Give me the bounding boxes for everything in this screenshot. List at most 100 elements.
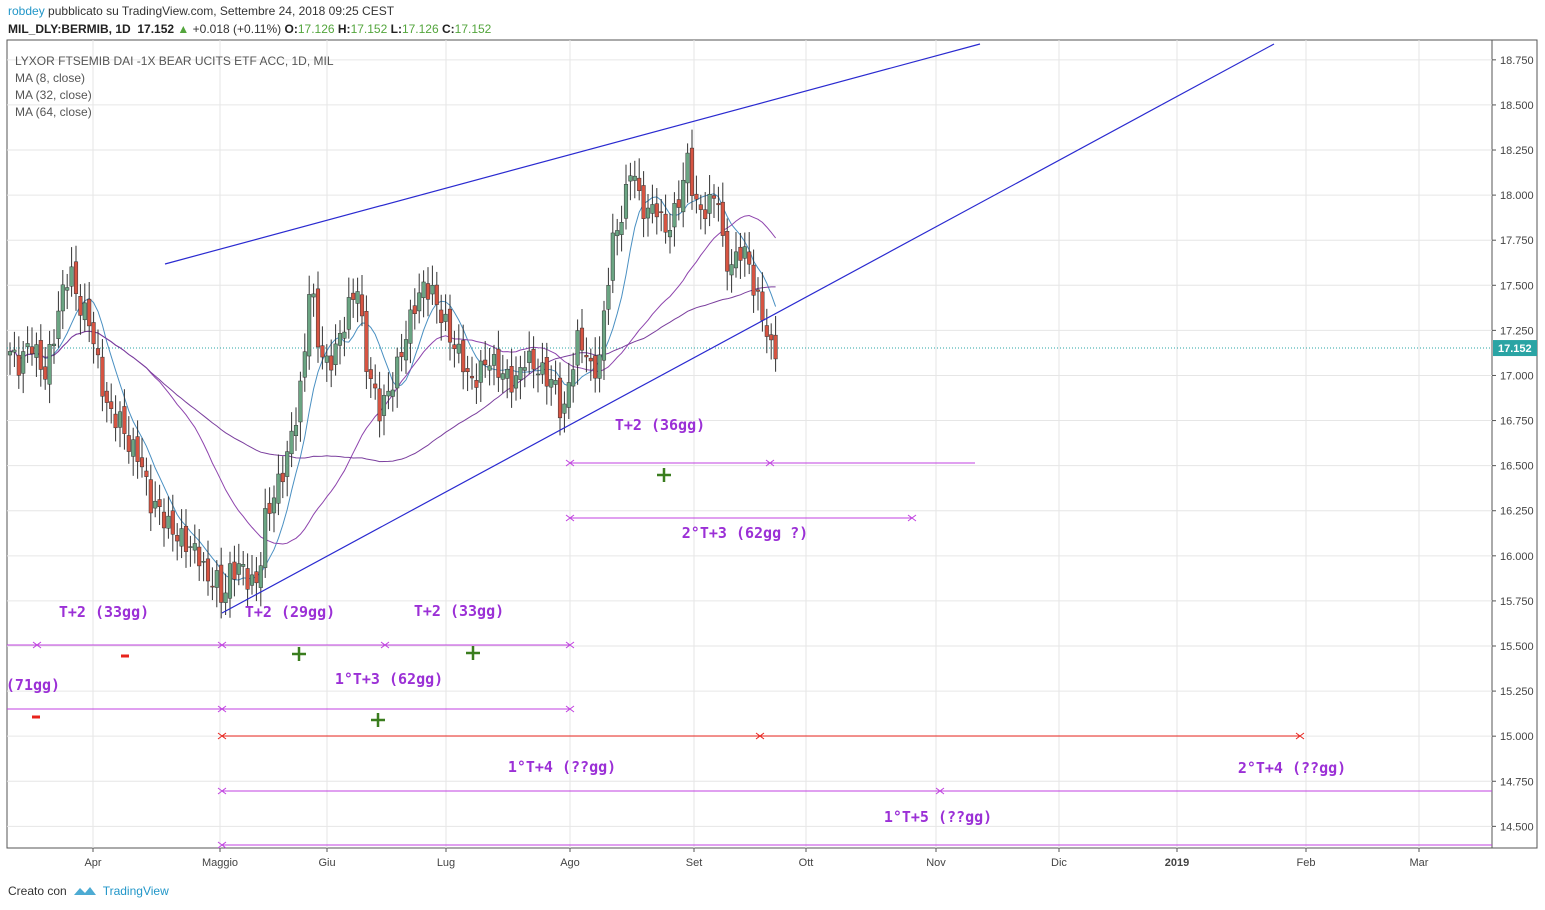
y-tick-label: 15.750	[1500, 596, 1534, 608]
candle-down	[425, 283, 431, 300]
candle-up	[403, 339, 409, 361]
candle-up	[513, 375, 519, 389]
candle-down	[579, 327, 585, 351]
cycle-tick	[907, 514, 917, 522]
candle-up	[346, 297, 351, 330]
candle-up	[302, 351, 307, 378]
candle-down	[725, 231, 730, 272]
candle-down	[483, 359, 488, 366]
candle-down	[175, 535, 180, 542]
candle-up	[34, 344, 39, 358]
y-tick-label: 18.000	[1500, 190, 1534, 202]
candle-down	[315, 288, 321, 348]
last-price-badge-label: 17.152	[1498, 343, 1532, 355]
candle-down	[377, 388, 382, 422]
candle-up	[733, 251, 739, 269]
chart-legend: LYXOR FTSEMIB DAI -1X BEAR UCITS ETF ACC…	[15, 53, 334, 121]
candle-up	[615, 230, 620, 237]
candle-up	[311, 293, 316, 298]
x-tick-label: Nov	[926, 857, 946, 869]
candle-down	[399, 352, 404, 358]
candle-down	[474, 380, 479, 388]
candle-down	[205, 558, 211, 582]
candle-up	[153, 500, 158, 509]
candle-down	[373, 383, 378, 389]
candle-up	[285, 451, 290, 477]
price-chart[interactable]: T+2 (36gg) 2°T+3 (62gg ?) T+2 (33gg) T+2 (2…	[0, 0, 1545, 880]
cycle-tick	[217, 705, 227, 713]
x-tick-label: Giu	[318, 857, 335, 869]
candle-down	[711, 195, 717, 199]
legend-ma64[interactable]: MA (64, close)	[15, 105, 92, 119]
candle-up	[214, 570, 219, 588]
symbol-name: MIL_DLY:BERMIB, 1D	[8, 22, 131, 36]
candle-up	[667, 230, 673, 238]
candle-up	[263, 508, 268, 568]
candle-up	[65, 287, 70, 291]
x-tick-label: Mar	[1410, 857, 1429, 869]
x-tick-label: Ago	[560, 857, 580, 869]
candle-down	[210, 585, 215, 588]
candle-up	[672, 203, 677, 228]
candle-up	[249, 574, 255, 586]
cycle-tick	[565, 705, 575, 713]
candle-down	[412, 305, 417, 315]
x-tick-label: Feb	[1297, 857, 1316, 869]
plus-marker	[292, 647, 306, 661]
candle-up	[632, 175, 637, 181]
candle-down	[531, 349, 536, 370]
candle-down	[593, 355, 598, 379]
cycle-tick	[755, 732, 765, 740]
cycle-tick	[217, 787, 227, 795]
low-value: 17.126	[401, 22, 439, 36]
legend-ma8[interactable]: MA (8, close)	[15, 71, 86, 85]
label-t2-36gg: T+2 (36gg)	[615, 416, 705, 434]
plus-marker	[466, 646, 480, 660]
last-price-badge	[1493, 340, 1537, 357]
tradingview-link[interactable]: TradingView	[102, 884, 169, 898]
candle-up	[395, 356, 400, 389]
candle-down	[351, 292, 356, 300]
y-tick-label: 14.500	[1500, 821, 1534, 833]
candle-up	[729, 264, 734, 276]
candle-down	[100, 356, 105, 397]
candle-down	[95, 348, 101, 356]
candle-down	[183, 525, 189, 552]
x-tick-label: 2019	[1165, 857, 1189, 869]
candle-down	[148, 479, 153, 514]
candle-up	[60, 284, 65, 312]
trendlines	[164, 43, 1275, 614]
candle-down	[676, 199, 681, 208]
legend-ma32[interactable]: MA (32, close)	[15, 88, 92, 102]
candle-down	[747, 251, 752, 265]
candle-down	[91, 322, 96, 345]
high-label: H:	[337, 22, 351, 36]
open-value: 17.126	[297, 22, 335, 36]
candle-down	[447, 308, 453, 343]
open-label: O:	[284, 22, 298, 36]
up-arrow-icon: ▲	[177, 22, 190, 36]
candle-up	[430, 284, 435, 295]
candle-down	[197, 546, 202, 567]
candle-up	[518, 367, 523, 380]
lower-trendline	[221, 43, 1275, 614]
author-link[interactable]: robdey	[8, 4, 45, 18]
candle-down	[139, 457, 145, 468]
candle-up	[610, 232, 615, 281]
candle-up	[117, 411, 123, 428]
candle-down	[359, 294, 365, 317]
candle-up	[82, 302, 87, 321]
label-1t5: 1°T+5 (??gg)	[884, 808, 992, 826]
candle-up	[192, 543, 197, 551]
plus-marker	[371, 713, 385, 727]
candle-down	[544, 357, 549, 387]
candle-up	[527, 350, 532, 363]
y-tick-label: 18.750	[1500, 55, 1534, 67]
y-tick-label: 15.000	[1500, 731, 1534, 743]
candle-down	[496, 348, 501, 378]
label-2t3-62gg: 2°T+3 (62gg ?)	[682, 524, 808, 542]
candle-up	[562, 403, 567, 414]
x-tick-label: Set	[686, 857, 703, 869]
ma64-line	[9, 286, 776, 463]
candle-down	[461, 340, 466, 373]
